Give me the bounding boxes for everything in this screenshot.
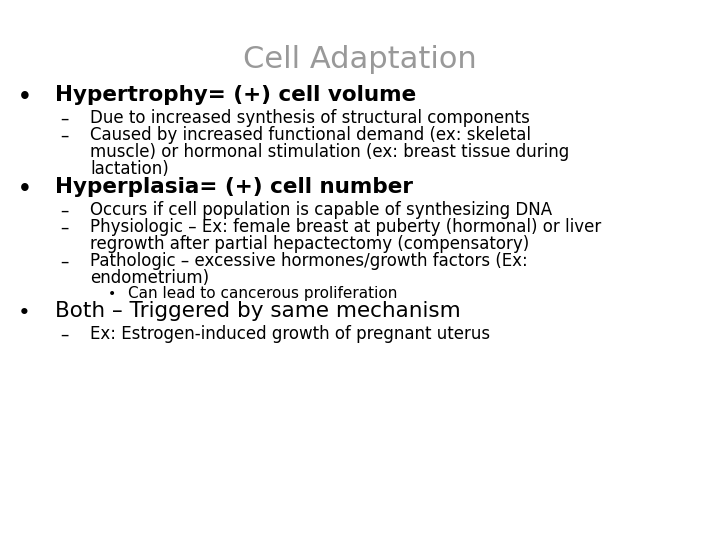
Text: •: • <box>18 87 32 107</box>
Text: Hypertrophy= (+) cell volume: Hypertrophy= (+) cell volume <box>55 85 416 105</box>
Text: Occurs if cell population is capable of synthesizing DNA: Occurs if cell population is capable of … <box>90 201 552 219</box>
Text: Can lead to cancerous proliferation: Can lead to cancerous proliferation <box>128 286 397 301</box>
Text: •: • <box>18 303 31 323</box>
Text: –: – <box>60 253 68 271</box>
Text: •: • <box>108 287 116 301</box>
Text: •: • <box>18 179 32 199</box>
Text: –: – <box>60 110 68 128</box>
Text: –: – <box>60 326 68 344</box>
Text: muscle) or hormonal stimulation (ex: breast tissue during: muscle) or hormonal stimulation (ex: bre… <box>90 143 570 161</box>
Text: –: – <box>60 219 68 237</box>
Text: Physiologic – Ex: female breast at puberty (hormonal) or liver: Physiologic – Ex: female breast at puber… <box>90 218 601 236</box>
Text: Ex: Estrogen-induced growth of pregnant uterus: Ex: Estrogen-induced growth of pregnant … <box>90 325 490 343</box>
Text: Pathologic – excessive hormones/growth factors (Ex:: Pathologic – excessive hormones/growth f… <box>90 252 528 270</box>
Text: –: – <box>60 202 68 220</box>
Text: Both – Triggered by same mechanism: Both – Triggered by same mechanism <box>55 301 461 321</box>
Text: Hyperplasia= (+) cell number: Hyperplasia= (+) cell number <box>55 177 413 197</box>
Text: –: – <box>60 127 68 145</box>
Text: Cell Adaptation: Cell Adaptation <box>243 45 477 74</box>
Text: endometrium): endometrium) <box>90 269 209 287</box>
Text: lactation): lactation) <box>90 160 168 178</box>
Text: Caused by increased functional demand (ex: skeletal: Caused by increased functional demand (e… <box>90 126 531 144</box>
Text: regrowth after partial hepactectomy (compensatory): regrowth after partial hepactectomy (com… <box>90 235 529 253</box>
Text: Due to increased synthesis of structural components: Due to increased synthesis of structural… <box>90 109 530 127</box>
